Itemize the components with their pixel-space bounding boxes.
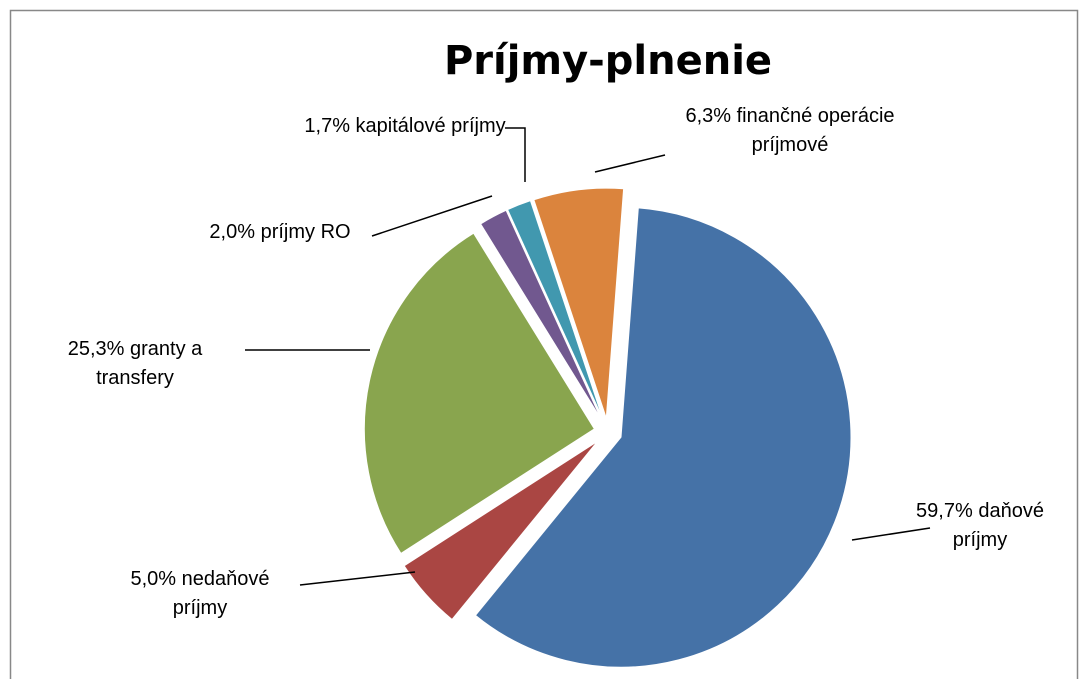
data-label: 1,7% kapitálové príjmy bbox=[300, 112, 510, 141]
value-label: 25,3% bbox=[67, 338, 125, 360]
leader-line bbox=[299, 571, 416, 586]
category-label: príjmy RO bbox=[260, 221, 351, 243]
pie-slice bbox=[533, 187, 625, 419]
data-label: 5,0% nedaňové príjmy bbox=[115, 565, 285, 623]
category-label: daňové príjmy bbox=[952, 500, 1044, 551]
data-label: 6,3% finančné operácie príjmové bbox=[665, 102, 915, 160]
data-label: 59,7% daňové príjmy bbox=[900, 497, 1060, 555]
value-label: 5,0% bbox=[130, 568, 177, 590]
pie-slice bbox=[479, 209, 602, 420]
value-label: 2,0% bbox=[209, 221, 256, 243]
pie-slice bbox=[363, 232, 596, 555]
value-label: 59,7% bbox=[916, 500, 973, 522]
chart-title: Príjmy-plnenie bbox=[443, 38, 773, 84]
pie-slice bbox=[506, 200, 604, 420]
category-label: kapitálové príjmy bbox=[355, 115, 506, 137]
category-label: finančné operácie príjmové bbox=[736, 105, 895, 156]
category-label: granty a transfery bbox=[96, 338, 203, 389]
leader-line bbox=[371, 195, 493, 237]
value-label: 1,7% bbox=[304, 115, 350, 137]
leader-line bbox=[851, 527, 931, 541]
pie-slice bbox=[403, 440, 598, 621]
pie-slice bbox=[474, 207, 852, 668]
data-label: 2,0% príjmy RO bbox=[180, 218, 380, 247]
value-label: 6,3% bbox=[685, 105, 732, 127]
leader-line bbox=[505, 127, 526, 182]
data-label: 25,3% granty a transfery bbox=[45, 335, 225, 393]
leader-line bbox=[594, 154, 666, 173]
category-label: nedaňové príjmy bbox=[172, 568, 270, 619]
